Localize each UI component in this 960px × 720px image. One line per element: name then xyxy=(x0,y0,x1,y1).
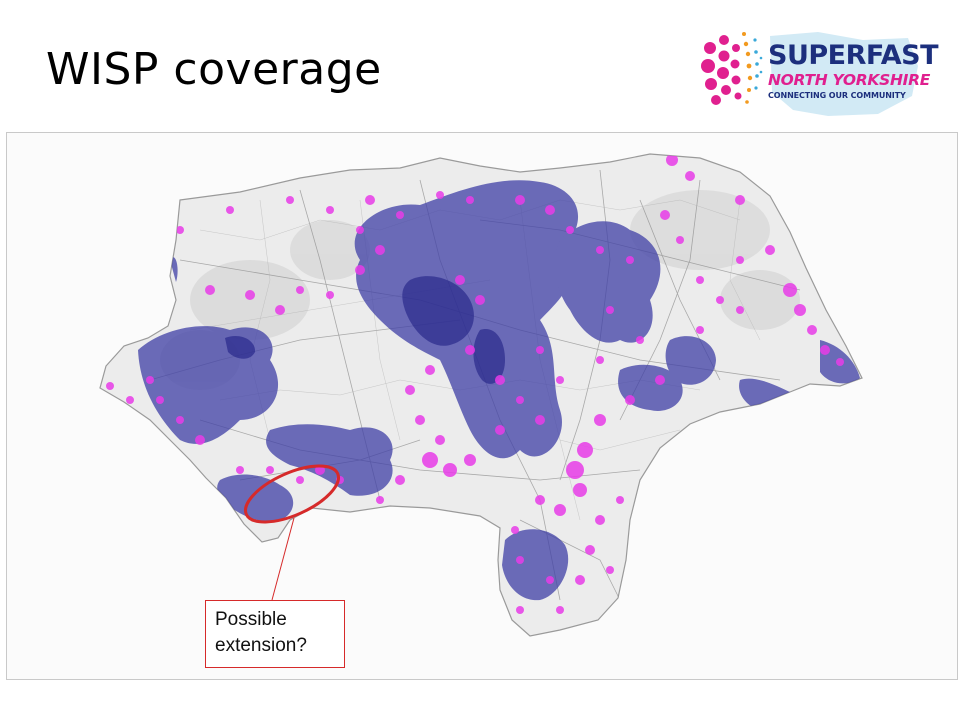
callout-line-2: extension? xyxy=(215,635,307,656)
superfast-north-yorkshire-logo: SUPERFAST NORTH YORKSHIRE CONNECTING OUR… xyxy=(698,26,939,118)
logo-tagline-text: CONNECTING OUR COMMUNITY xyxy=(768,91,906,100)
callout-line-1: Possible xyxy=(215,609,287,630)
wisp-dense-coverage xyxy=(225,276,505,384)
logo-superfast-text: SUPERFAST xyxy=(768,40,939,71)
possible-extension-callout: Possible extension? xyxy=(205,600,345,668)
town-coverage-dots xyxy=(106,154,844,614)
callout-leader-line xyxy=(271,517,295,601)
logo-north-yorkshire-text: NORTH YORKSHIRE xyxy=(768,71,931,89)
logo-graphic xyxy=(701,32,918,116)
slide-title: WISP coverage xyxy=(46,44,382,95)
possible-extension-ellipse xyxy=(244,464,340,524)
map-detail-layer xyxy=(106,154,860,614)
